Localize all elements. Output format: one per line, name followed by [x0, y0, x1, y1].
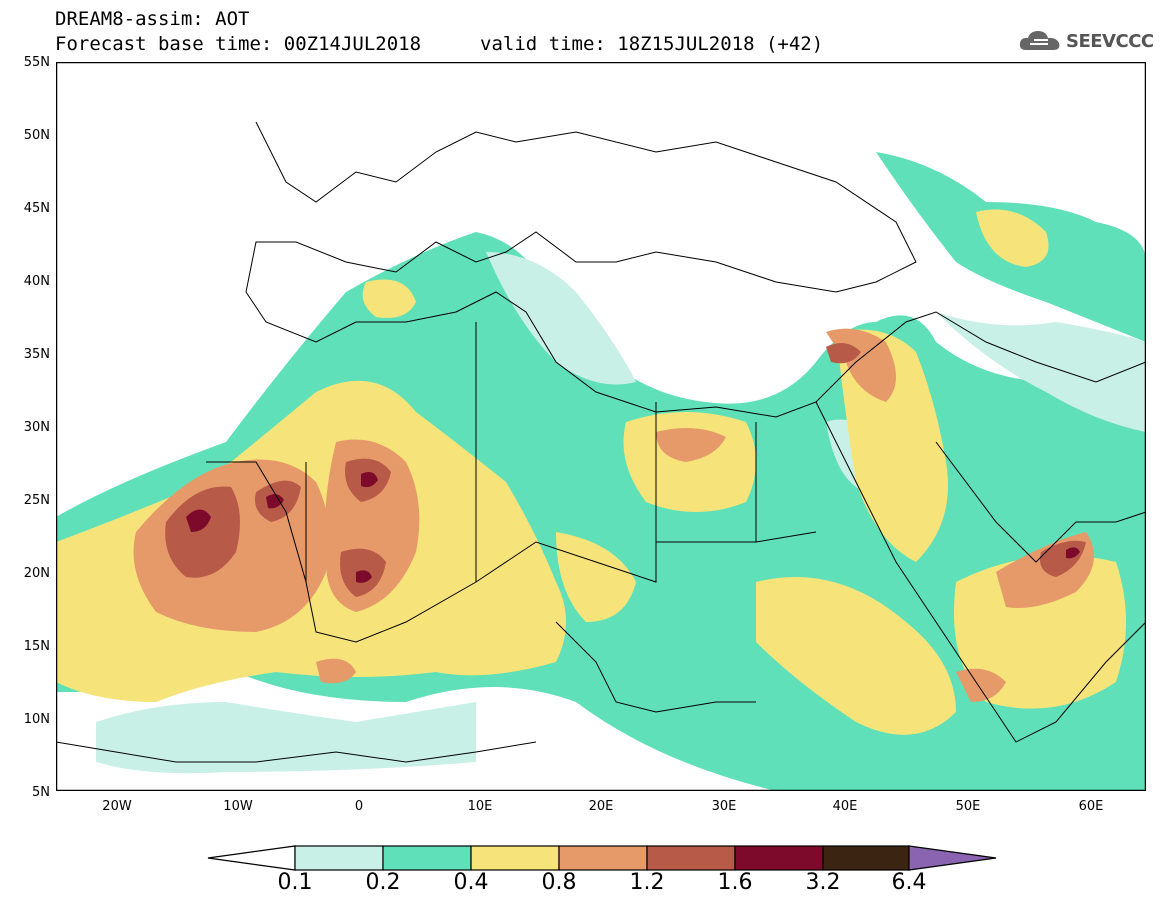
- lat-label: 35N: [23, 347, 50, 362]
- lon-label: 40E: [832, 799, 858, 814]
- lon-label: 20E: [588, 799, 614, 814]
- lat-label: 50N: [23, 128, 50, 143]
- colorbar-label: 0.8: [541, 870, 577, 895]
- lat-label: 30N: [23, 420, 50, 435]
- colorbar-label: 1.6: [717, 870, 753, 895]
- forecast-base-time: Forecast base time: 00Z14JUL2018: [55, 33, 422, 55]
- lat-label: 5N: [32, 785, 50, 800]
- colorbar-segment: [734, 845, 824, 871]
- colorbar-segment: [558, 845, 648, 871]
- lat-label: 40N: [23, 274, 50, 289]
- lon-label: 50E: [955, 799, 981, 814]
- lat-label: 55N: [23, 55, 50, 70]
- lon-label: 0: [354, 799, 364, 814]
- lon-label: 10W: [223, 799, 253, 814]
- colorbar-segment: [470, 845, 560, 871]
- aot-map: [56, 62, 1146, 791]
- colorbar-segment: [207, 845, 296, 871]
- colorbar-label: 0.4: [453, 870, 489, 895]
- lat-label: 10N: [23, 712, 50, 727]
- lat-label: 45N: [23, 201, 50, 216]
- colorbar-label: 6.4: [891, 870, 927, 895]
- map-outlines: [56, 121, 1146, 763]
- lon-label: 60E: [1078, 799, 1104, 814]
- colorbar-segment: [294, 845, 384, 871]
- colorbar-label: 0.2: [365, 870, 401, 895]
- cloud-icon: [1019, 31, 1060, 50]
- lat-label: 15N: [23, 639, 50, 654]
- valid-time: valid time: 18Z15JUL2018 (+42): [480, 33, 824, 55]
- logo-text: SEEVCCC: [1066, 30, 1154, 52]
- lat-label: 25N: [23, 493, 50, 508]
- colorbar-segment: [646, 845, 736, 871]
- aot-band-1.2-1.6: [165, 343, 1086, 597]
- colorbar-segment: [908, 845, 997, 871]
- colorbar-segment: [822, 845, 910, 871]
- map-title: DREAM8-assim: AOT: [55, 8, 250, 30]
- colorbar-label: 1.2: [629, 870, 665, 895]
- lon-label: 20W: [102, 799, 132, 814]
- seevccc-logo: SEEVCCC: [1018, 26, 1154, 56]
- colorbar-label: 0.1: [277, 870, 313, 895]
- colorbar-label: 3.2: [805, 870, 841, 895]
- lon-label: 30E: [711, 799, 737, 814]
- lon-label: 10E: [467, 799, 493, 814]
- aot-band-0.1-0.2: [96, 252, 1146, 774]
- aot-band-1.6-3.2: [186, 472, 1080, 583]
- colorbar-segment: [382, 845, 472, 871]
- lat-label: 20N: [23, 566, 50, 581]
